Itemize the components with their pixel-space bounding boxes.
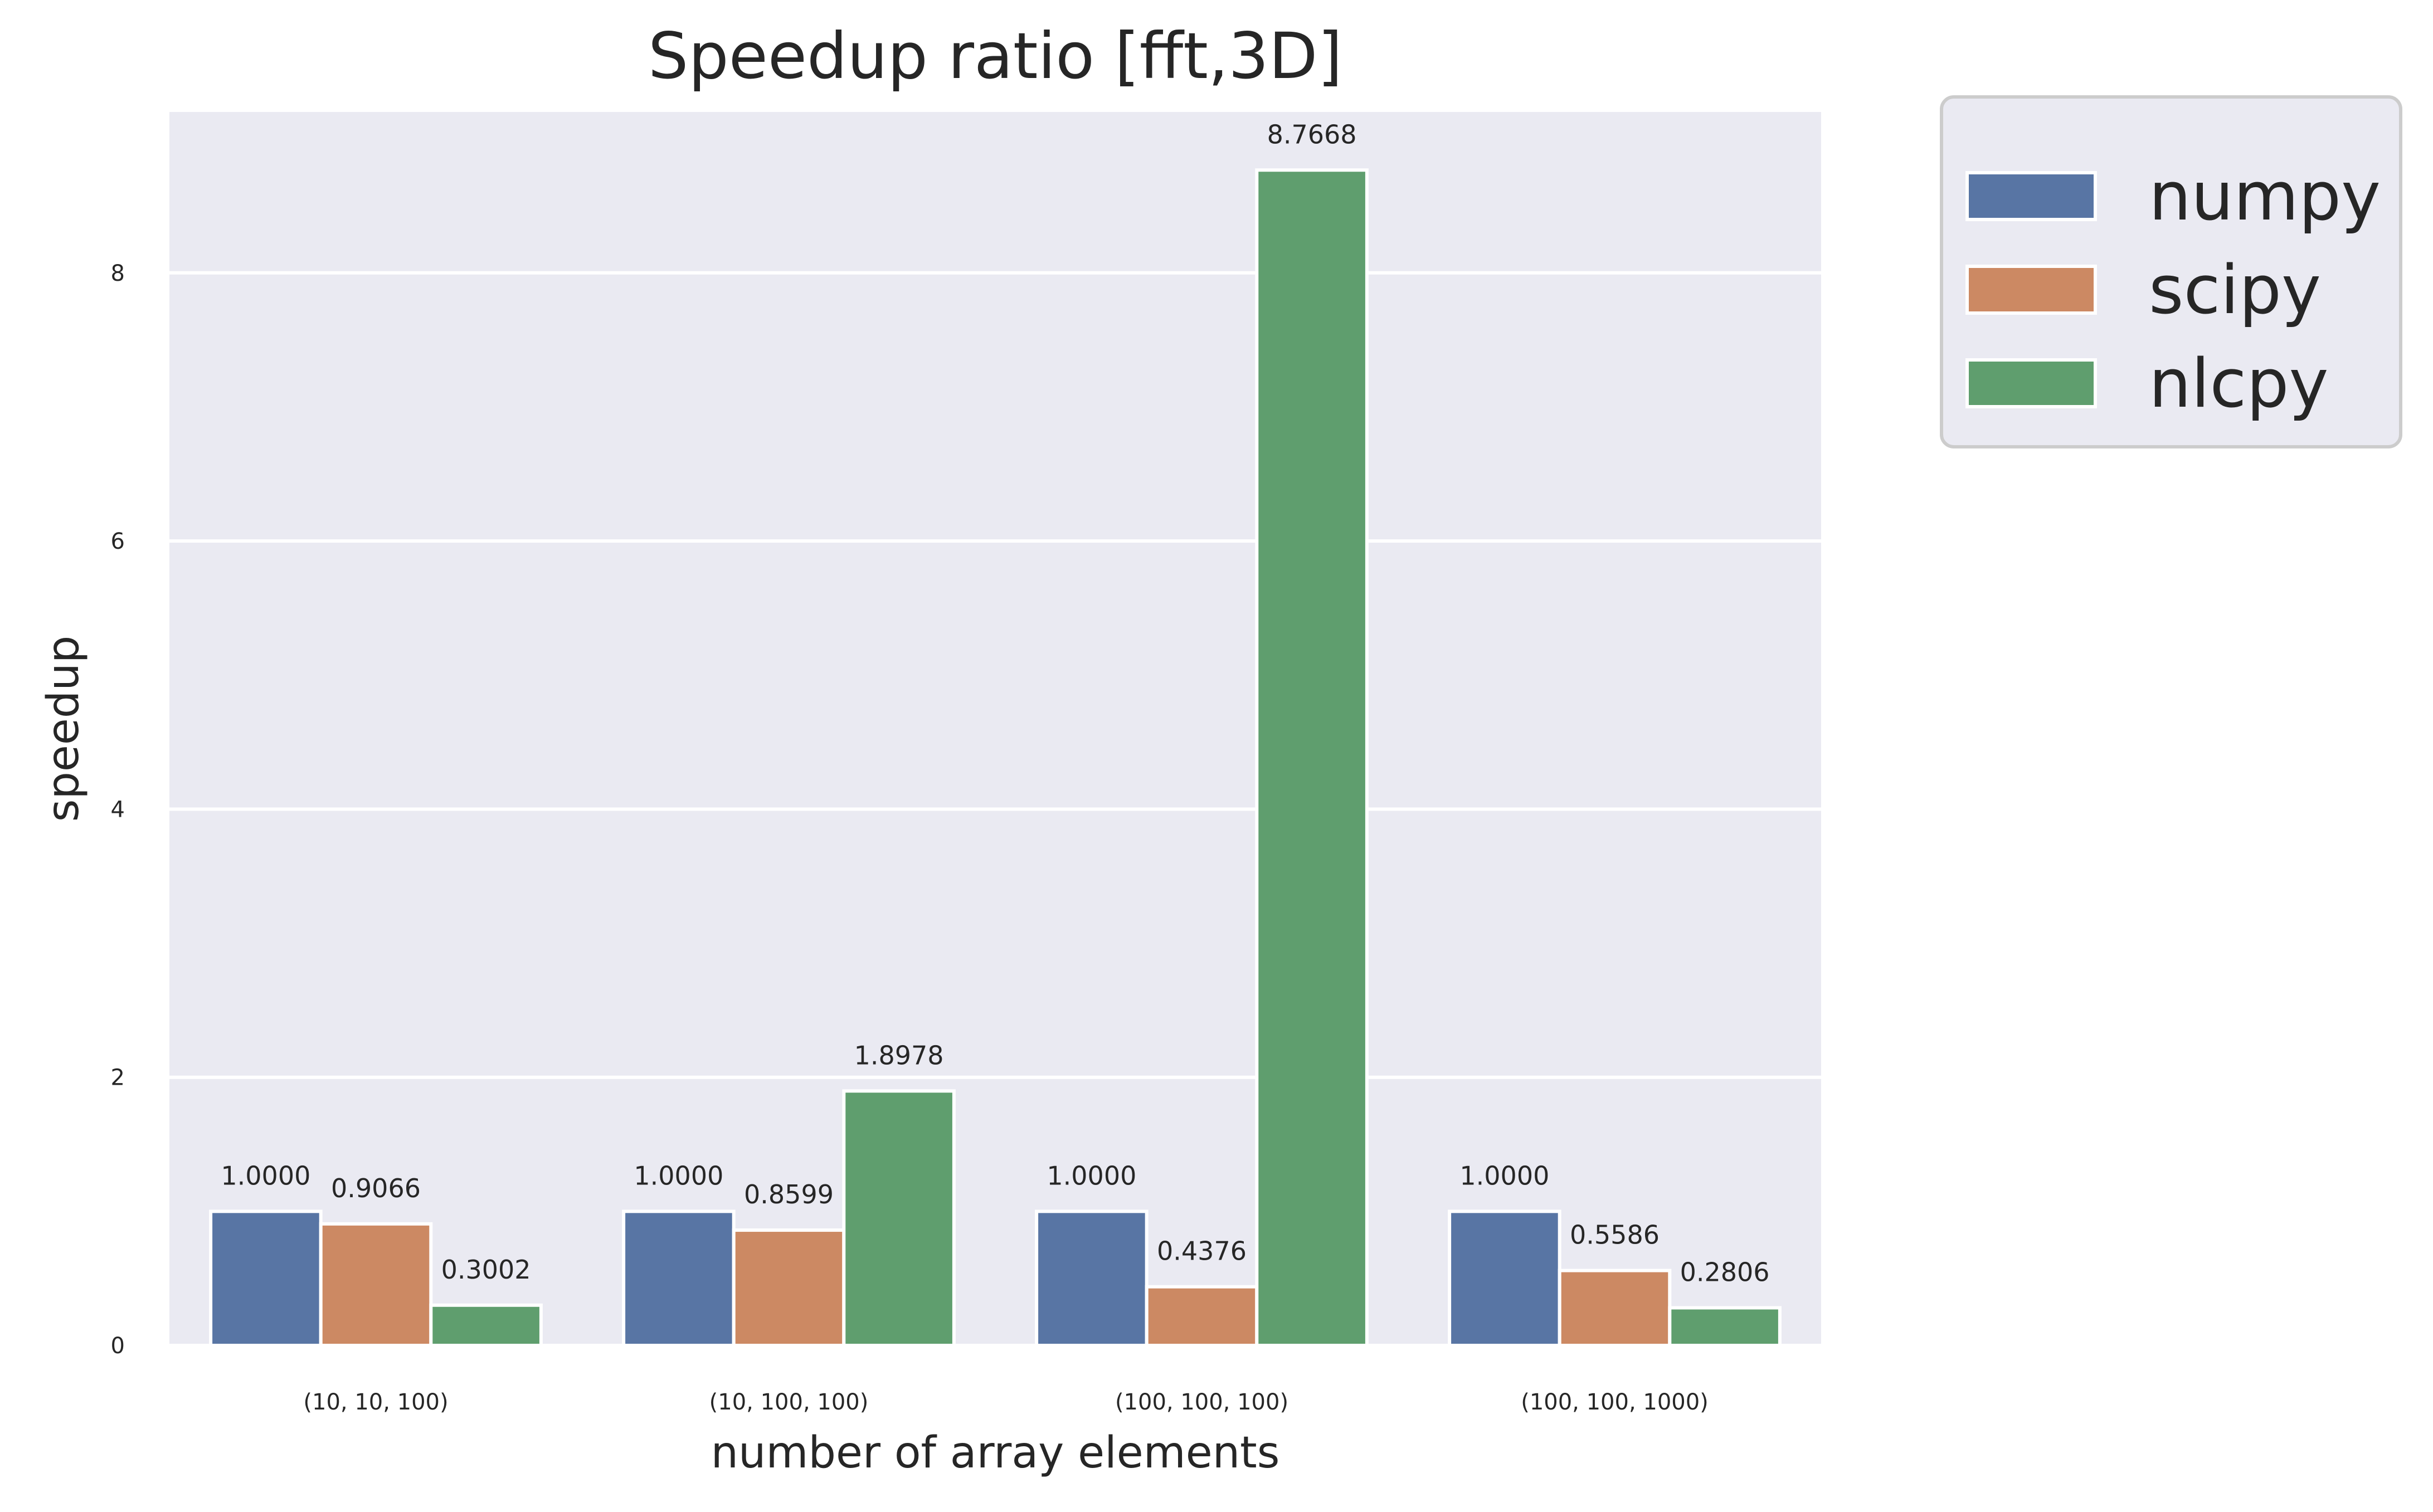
legend-label-numpy: numpy — [2149, 158, 2381, 236]
bar-scipy — [1558, 1269, 1672, 1348]
legend-swatch-numpy — [1965, 171, 2097, 221]
y-axis-label: speedup — [38, 636, 89, 822]
legend-swatch-scipy — [1965, 265, 2097, 315]
bar-value-label: 1.0000 — [1459, 1160, 1549, 1191]
chart-title: Speedup ratio [fft,3D] — [648, 19, 1342, 93]
bar-value-label: 0.4376 — [1157, 1236, 1247, 1266]
bar-nlcpy — [429, 1303, 543, 1347]
bar-scipy — [732, 1228, 846, 1348]
y-tick-label: 2 — [111, 1065, 125, 1091]
bar-value-label: 8.7668 — [1267, 119, 1357, 149]
bar-value-label: 0.9066 — [331, 1173, 421, 1203]
bar-numpy — [1035, 1209, 1149, 1348]
plot-area — [169, 112, 1821, 1345]
bar-numpy — [1448, 1209, 1561, 1348]
x-tick-labels: (10, 10, 100) (10, 100, 100) (100, 100, 10… — [303, 1389, 1708, 1415]
bar-value-labels: 1.0000 0.9066 0.3002 1.0000 0.8599 1.8978 1.00… — [221, 119, 1769, 1287]
x-axis-label: number of array elements — [711, 1428, 1280, 1478]
y-tick-label: 8 — [111, 261, 125, 286]
y-tick-label: 6 — [111, 529, 125, 554]
y-tick-labels: 0 2 4 6 8 — [111, 261, 125, 1359]
bar-scipy — [1145, 1285, 1259, 1348]
legend: numpy scipy nlcpy — [1940, 95, 2402, 448]
bar-value-label: 0.8599 — [744, 1179, 834, 1209]
bar-value-label: 1.0000 — [1047, 1160, 1136, 1191]
bar-nlcpy — [1255, 168, 1369, 1348]
x-tick-label: (100, 100, 100) — [1115, 1389, 1288, 1415]
x-tick-label: (10, 100, 100) — [709, 1389, 869, 1415]
y-tick-label: 0 — [111, 1333, 125, 1359]
x-tick-label: (100, 100, 1000) — [1521, 1389, 1709, 1415]
legend-swatch-nlcpy — [1965, 358, 2097, 408]
bar-nlcpy — [842, 1089, 956, 1347]
bar-value-label: 0.3002 — [441, 1255, 531, 1285]
bar-numpy — [209, 1209, 323, 1348]
bar-value-label: 1.8978 — [854, 1040, 944, 1070]
bars — [209, 168, 1782, 1348]
bar-scipy — [319, 1222, 433, 1347]
bar-value-label: 1.0000 — [221, 1160, 310, 1191]
bar-value-label: 1.0000 — [634, 1160, 723, 1191]
bar-value-label: 0.5586 — [1570, 1220, 1660, 1250]
x-tick-label: (10, 10, 100) — [303, 1389, 448, 1415]
legend-label-scipy: scipy — [2149, 252, 2321, 329]
bar-nlcpy — [1668, 1306, 1782, 1347]
y-tick-label: 4 — [111, 797, 125, 822]
bar-value-label: 0.2806 — [1680, 1257, 1770, 1287]
bar-numpy — [622, 1209, 736, 1348]
legend-label-nlcpy: nlcpy — [2149, 345, 2329, 423]
